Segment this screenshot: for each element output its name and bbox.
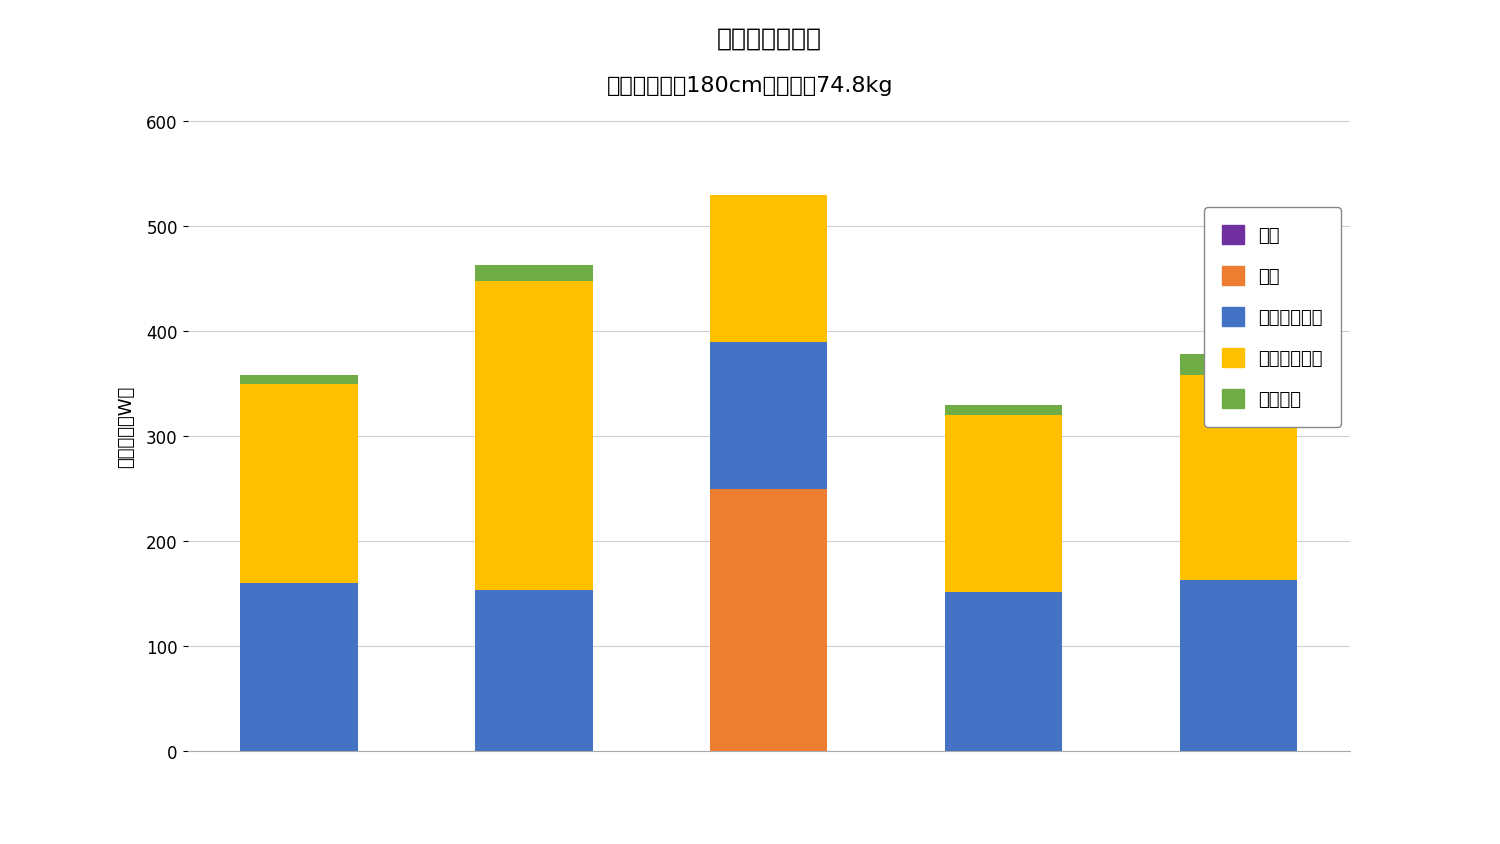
Bar	[710, 490, 828, 751]
Bar	[240, 376, 358, 384]
Title: 跑步功率的构成: 跑步功率的构成	[717, 27, 822, 51]
Bar	[476, 591, 592, 751]
Bar	[945, 405, 1062, 416]
Bar	[476, 282, 592, 591]
Bar	[945, 416, 1062, 592]
Bar	[710, 343, 828, 490]
Bar	[945, 592, 1062, 751]
Bar	[710, 196, 828, 343]
Bar	[240, 583, 358, 751]
Bar	[1179, 355, 1298, 376]
Y-axis label: 跑步功率（W）: 跑步功率（W）	[117, 385, 135, 468]
Bar	[1179, 581, 1298, 751]
Bar	[476, 266, 592, 282]
Legend: 动能, 位能, 垂直振幅功率, 水平振幅功率, 风速功率: 动能, 位能, 垂直振幅功率, 水平振幅功率, 风速功率	[1204, 208, 1341, 427]
Bar	[1179, 376, 1298, 581]
Bar	[240, 384, 358, 583]
Text: 受测者身高：180cm，体重：74.8kg: 受测者身高：180cm，体重：74.8kg	[606, 76, 894, 96]
